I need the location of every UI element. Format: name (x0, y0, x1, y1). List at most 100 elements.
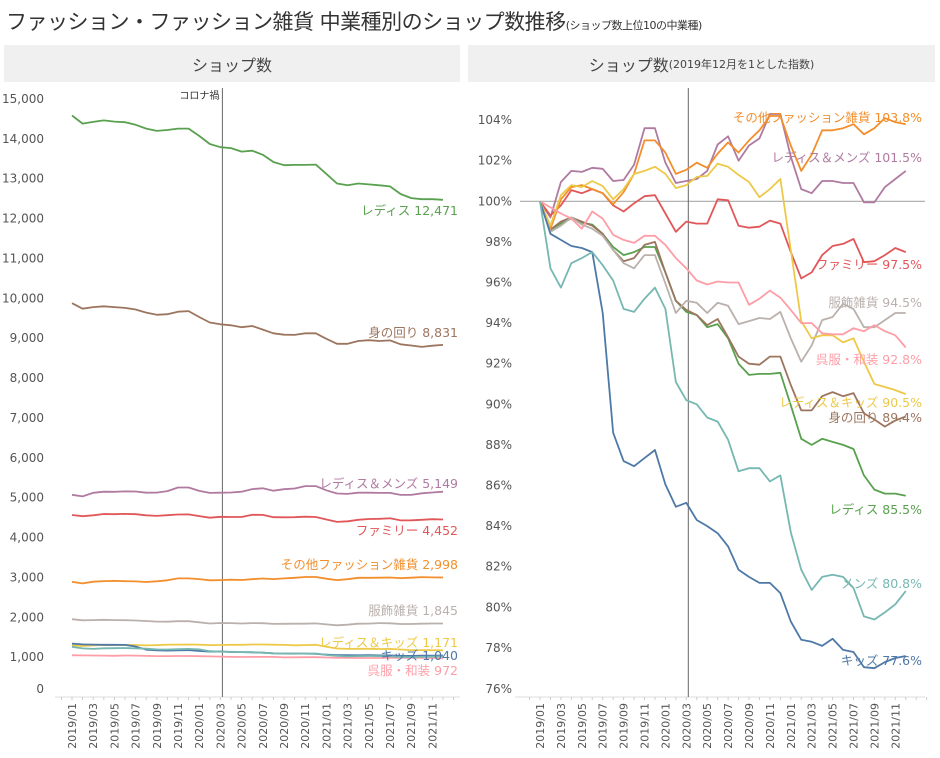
left-series-line-7 (71, 643, 444, 652)
right-y-tick-label: 90% (485, 397, 512, 411)
left-x-tick-label: 2020/07 (257, 703, 270, 749)
right-x-tick-label: 2021/11 (889, 703, 902, 749)
left-y-tick-label: 8,000 (10, 371, 44, 385)
right-x-tick-label: 2019/01 (534, 703, 547, 749)
title-subtitle: (ショップ数上位10の中業種) (565, 19, 703, 32)
right-y-tick-label: 88% (485, 438, 512, 452)
right-series-line-6 (539, 201, 906, 363)
right-series-line-5 (539, 115, 906, 230)
left-x-tick-label: 2021/11 (426, 703, 439, 749)
left-series-label-9: 呉服・和装 972 (368, 663, 458, 678)
right-x-tick-label: 2020/01 (659, 703, 672, 749)
right-series-label-7: レディス＆キッズ 90.5% (779, 395, 922, 410)
right-y-tick-label: 84% (485, 519, 512, 533)
right-x-tick-label: 2020/09 (743, 703, 756, 749)
left-y-tick-label: 11,000 (2, 251, 44, 265)
left-series-line-6 (71, 618, 443, 627)
left-series-label-8: キッズ 1,040 (381, 648, 458, 663)
left-y-tick-label: 5,000 (10, 491, 44, 505)
right-series-label-2: 身の回り 89.4% (828, 410, 922, 425)
left-x-tick-label: 2021/05 (363, 703, 376, 749)
right-series-line-10 (539, 201, 907, 621)
right-x-tick-label: 2021/05 (827, 703, 840, 749)
right-x-tick-label: 2019/11 (639, 703, 652, 749)
left-y-tick-label: 10,000 (2, 291, 44, 305)
left-y-tick-label: 4,000 (10, 531, 44, 545)
left-x-tick-label: 2019/11 (172, 703, 185, 749)
right-y-tick-label: 78% (485, 641, 512, 655)
right-y-tick-label: 98% (485, 235, 512, 249)
right-series-line-7 (539, 162, 907, 395)
right-panel-header: ショップ数 (2019年12月を1とした指数) (468, 45, 935, 82)
right-chart-title: ショップ数 (588, 55, 669, 75)
left-x-tick-label: 2019/01 (66, 703, 79, 749)
left-series-line-4 (71, 513, 444, 523)
right-series-label-10: メンズ 80.8% (841, 576, 922, 591)
left-y-tick-label: 3,000 (10, 570, 44, 584)
right-y-tick-label: 76% (485, 682, 512, 696)
left-x-tick-label: 2021/09 (405, 703, 418, 749)
left-series-label-2: 身の回り 8,831 (368, 325, 458, 340)
right-y-tick-label: 82% (485, 560, 512, 574)
left-x-tick-label: 2019/09 (151, 703, 164, 749)
right-y-tick-label: 96% (485, 276, 512, 290)
right-y-tick-label: 86% (485, 479, 512, 493)
left-x-tick-label: 2020/11 (299, 703, 312, 749)
right-x-tick-label: 2021/03 (806, 703, 819, 749)
left-y-tick-label: 2,000 (10, 610, 44, 624)
left-x-tick-label: 2020/09 (278, 703, 291, 749)
left-y-tick-label: 15,000 (2, 92, 44, 106)
right-series-label-5: その他ファッション雑貨 103.8% (733, 110, 922, 125)
right-series-line-3 (539, 113, 907, 219)
title-main: ファッション・ファッション雑貨 中業種別のショップ数推移 (6, 10, 566, 34)
left-x-tick-label: 2020/05 (236, 703, 249, 749)
left-y-tick-label: 13,000 (2, 172, 44, 186)
left-x-tick-label: 2019/05 (108, 703, 121, 749)
left-x-tick-label: 2020/03 (214, 703, 227, 749)
right-x-tick-label: 2019/09 (618, 703, 631, 749)
right-x-tick-label: 2021/09 (868, 703, 881, 749)
right-y-tick-label: 100% (478, 194, 512, 208)
right-x-tick-label: 2021/07 (848, 703, 861, 749)
left-x-tick-label: 2021/03 (342, 703, 355, 749)
page-title: ファッション・ファッション雑貨 中業種別のショップ数推移(ショップ数上位10の中… (6, 6, 702, 36)
left-series-label-1: レディス 12,471 (361, 203, 458, 218)
left-series-label-5: その他ファッション雑貨 2,998 (281, 557, 458, 572)
right-chart: 76% 78% 80% 82% 84% 86% 88% 90% 92% 94% 96% 98% 100%… (478, 88, 928, 749)
left-y-tick-label: 1,000 (10, 650, 44, 664)
left-series-line-5 (71, 576, 444, 585)
right-series-label-3: レディス＆メンズ 101.5% (771, 150, 922, 165)
right-y-tick-label: 92% (485, 357, 512, 371)
right-series-line-9 (539, 200, 907, 349)
left-series-line-3 (71, 485, 444, 498)
left-y-tick-label: 12,000 (2, 212, 44, 226)
left-x-tick-label: 2021/01 (320, 703, 333, 749)
left-series-label-4: ファミリー 4,452 (356, 523, 458, 538)
right-series-line-2 (539, 200, 907, 428)
right-x-tick-label: 2020/03 (680, 703, 693, 749)
right-x-tick-label: 2019/03 (555, 703, 568, 749)
left-y-tick-label: 9,000 (10, 331, 44, 345)
right-series-label-4: ファミリー 97.5% (816, 257, 922, 272)
right-series-label-9: 呉服・和装 92.8% (816, 352, 922, 367)
left-y-tick-label: 14,000 (2, 132, 44, 146)
right-series-label-6: 服飾雑貨 94.5% (828, 295, 922, 310)
left-series-label-6: 服飾雑貨 1,845 (368, 603, 458, 618)
right-x-tick-label: 2020/05 (701, 703, 714, 749)
right-x-tick-label: 2020/07 (722, 703, 735, 749)
right-x-tick-label: 2020/11 (764, 703, 777, 749)
right-series-line-1 (539, 200, 906, 497)
right-x-tick-label: 2019/07 (597, 703, 610, 749)
left-y-tick-label: 6,000 (10, 451, 44, 465)
left-x-tick-label: 2019/07 (130, 703, 143, 749)
left-series-line-10 (71, 645, 444, 658)
corona-annotation-label: コロナ禍 (179, 89, 219, 102)
left-chart: 0 1,000 2,000 3,000 4,000 5,000 6,000 7,000 8,00… (2, 88, 460, 749)
left-x-tick-label: 2019/03 (87, 703, 100, 749)
right-chart-title-note: (2019年12月を1とした指数) (668, 57, 815, 71)
left-series-line-2 (71, 302, 444, 348)
left-series-label-3: レディス＆メンズ 5,149 (319, 476, 458, 491)
right-series-label-1: レディス 85.5% (829, 502, 922, 517)
right-y-tick-label: 94% (485, 316, 512, 330)
left-x-tick-label: 2020/01 (193, 703, 206, 749)
